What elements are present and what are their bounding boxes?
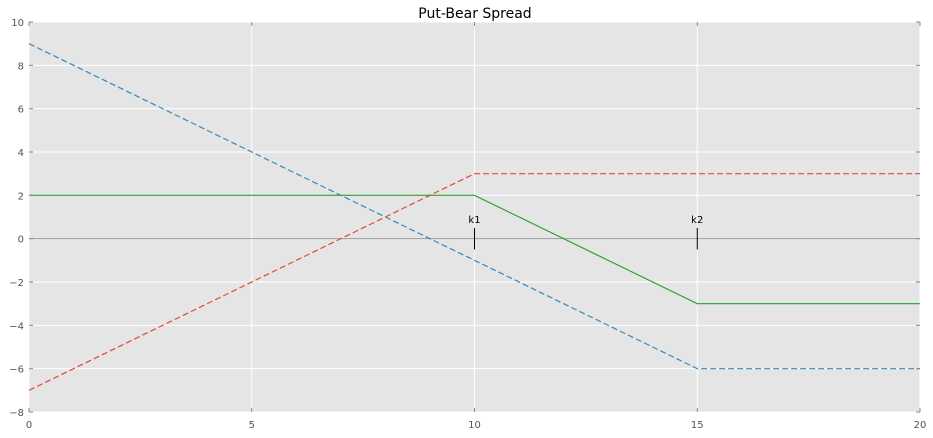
x-tick-label: 5: [249, 420, 255, 431]
y-tick-label: 6: [18, 105, 24, 116]
y-tick-label: −6: [9, 365, 24, 376]
y-tick-label: −2: [9, 278, 24, 289]
x-tick-label: 10: [468, 420, 481, 431]
annotation-label: k1: [468, 215, 480, 226]
y-tick-label: −4: [9, 321, 24, 332]
y-tick-label: 4: [18, 148, 24, 159]
series-line-3: [29, 194, 920, 305]
y-tick-label: 8: [18, 61, 24, 72]
x-tick-label: 20: [914, 420, 927, 431]
y-tick-label: 2: [18, 191, 24, 202]
annotations: k1 k2: [468, 215, 703, 250]
y-tick-label: 10: [11, 18, 24, 29]
y-tick-label: 0: [18, 235, 24, 246]
x-tick-label: 0: [26, 420, 32, 431]
y-tick-label: −8: [9, 408, 24, 419]
x-tick-label: 15: [691, 420, 704, 431]
series-lines: [28, 43, 920, 391]
chart-title: Put-Bear Spread: [418, 6, 531, 22]
series-line-1: [28, 43, 920, 370]
tick-labels: 0 5 10 15 20 −8 −6 −4 −2 0 2 4 6 8 10: [9, 18, 926, 431]
annotation-label: k2: [691, 215, 703, 226]
series-line-2: [28, 173, 920, 391]
